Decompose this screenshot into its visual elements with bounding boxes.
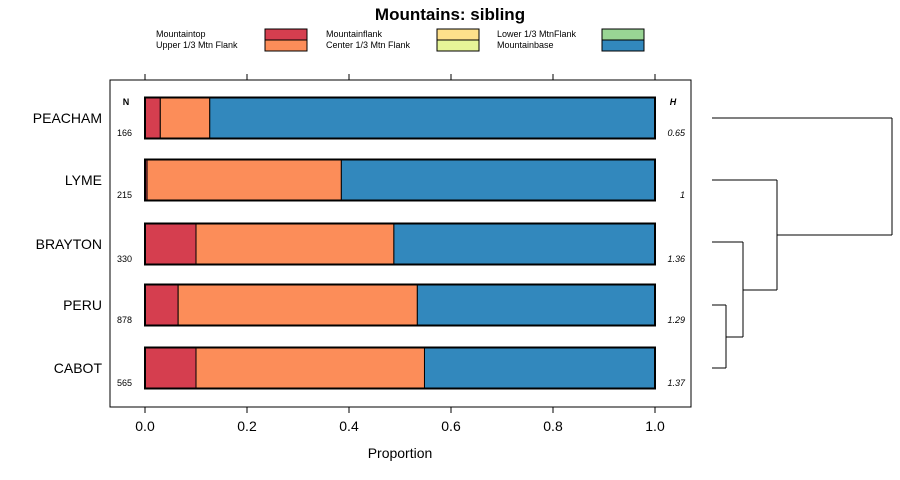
bar-peacham-upper-1-3-mtn-flank (159, 97, 211, 139)
bar-cabot-mountainbase (423, 347, 656, 389)
category-label-cabot: CABOT (54, 360, 103, 376)
bar-brayton-mountainbase (393, 223, 656, 265)
n-value-cabot: 565 (117, 378, 132, 388)
bar-outline-cabot (144, 346, 656, 390)
bar-brayton-upper-1-3-mtn-flank (195, 223, 395, 265)
chart-title: Mountains: sibling (375, 5, 525, 24)
legend-label-center-1-3-mtn-flank: Center 1/3 Mtn Flank (326, 40, 411, 50)
legend-label-upper-1-3-mtn-flank: Upper 1/3 Mtn Flank (156, 40, 238, 50)
n-value-peacham: 166 (117, 128, 132, 138)
bar-cabot-upper-1-3-mtn-flank (195, 347, 425, 389)
category-label-peacham: PEACHAM (33, 110, 102, 126)
plot-frame (109, 79, 692, 408)
x-axis-label: Proportion (368, 445, 433, 461)
category-label-peru: PERU (63, 297, 102, 313)
legend-label-mountainbase: Mountainbase (497, 40, 554, 50)
bars: PEACHAM 166 0.65 LYME 215 1 BRAYTON 330 1.36 PERU… (33, 96, 686, 390)
bar-outline-brayton (144, 222, 656, 266)
h-value-brayton: 1.36 (667, 254, 685, 264)
bar-peacham-mountaintop (144, 97, 161, 139)
x-tick-label-1: 0.2 (237, 418, 257, 434)
n-value-lyme: 215 (117, 190, 132, 200)
legend-label-mountainflank: Mountainflank (326, 29, 383, 39)
legend-swatch-center-1-3-mtn-flank (436, 39, 480, 52)
bar-peru-upper-1-3-mtn-flank (177, 284, 418, 326)
bar-cabot-mountaintop (144, 347, 197, 389)
x-axis: 0.0 0.2 0.4 0.6 0.8 1.0 (135, 74, 665, 434)
h-value-peru: 1.29 (667, 315, 685, 325)
x-tick-label-5: 1.0 (645, 418, 665, 434)
dendrogram (712, 117, 893, 369)
x-tick-label-3: 0.6 (441, 418, 461, 434)
x-tick-label-4: 0.8 (543, 418, 563, 434)
legend-swatch-mountainflank (436, 28, 480, 41)
bar-peru-mountaintop (144, 284, 179, 326)
bar-brayton-mountaintop (144, 223, 197, 265)
h-header: H (670, 97, 677, 107)
h-value-lyme: 1 (680, 190, 685, 200)
legend-swatch-mountaintop (264, 28, 308, 41)
bar-peru-mountainbase (416, 284, 656, 326)
x-tick-label-2: 0.4 (339, 418, 359, 434)
legend-label-lower-1-3-mtnflank: Lower 1/3 MtnFlank (497, 29, 577, 39)
legend-swatch-upper-1-3-mtn-flank (264, 39, 308, 52)
legend-swatch-mountainbase (601, 39, 645, 52)
bar-outline-lyme (144, 158, 656, 202)
h-value-cabot: 1.37 (667, 378, 686, 388)
bar-peacham-mountainbase (209, 97, 656, 139)
n-value-peru: 878 (117, 315, 132, 325)
bar-lyme-upper-1-3-mtn-flank (146, 159, 342, 201)
h-value-peacham: 0.65 (667, 128, 686, 138)
n-value-brayton: 330 (117, 254, 132, 264)
bar-outline-peacham (144, 96, 656, 140)
n-header: N (123, 97, 130, 107)
legend: Mountaintop Mountainflank Lower 1/3 MtnFla… (156, 28, 645, 52)
bar-lyme-mountainbase (340, 159, 656, 201)
category-label-lyme: LYME (65, 172, 102, 188)
x-tick-label-0: 0.0 (135, 418, 155, 434)
legend-swatch-lower-1-3-mtnflank (601, 28, 645, 41)
legend-label-mountaintop: Mountaintop (156, 29, 206, 39)
category-label-brayton: BRAYTON (36, 236, 102, 252)
bar-outline-peru (144, 283, 656, 327)
